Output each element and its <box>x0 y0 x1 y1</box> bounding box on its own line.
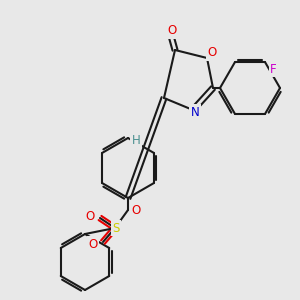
Text: F: F <box>270 62 276 76</box>
Text: O: O <box>207 46 217 59</box>
Text: O: O <box>88 238 98 250</box>
Text: H: H <box>132 134 140 146</box>
Text: O: O <box>167 25 177 38</box>
Text: S: S <box>112 221 120 235</box>
Text: O: O <box>85 209 94 223</box>
Text: O: O <box>131 203 141 217</box>
Text: N: N <box>190 106 200 118</box>
